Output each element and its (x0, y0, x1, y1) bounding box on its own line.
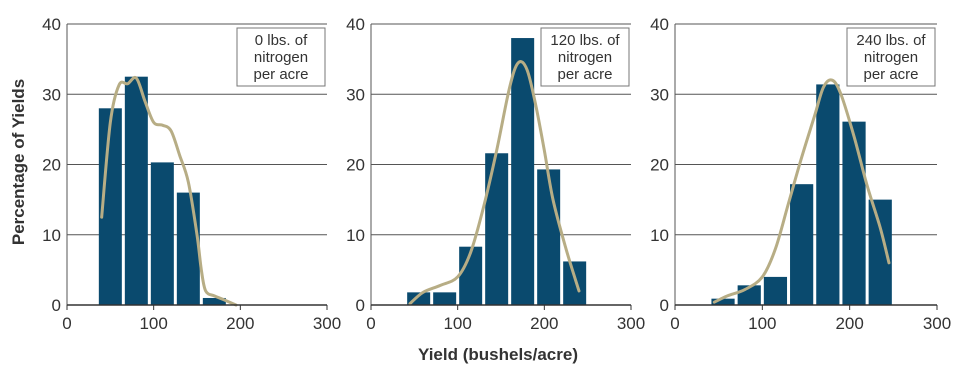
y-tick-label: 20 (650, 156, 669, 175)
x-tick-label: 100 (443, 314, 471, 333)
bar (511, 38, 535, 306)
legend-box (236, 27, 326, 87)
bar (150, 162, 174, 305)
y-tick-label: 30 (650, 85, 669, 104)
x-tick-label: 200 (226, 314, 254, 333)
x-tick-label: 200 (835, 314, 863, 333)
y-tick-label: 40 (346, 15, 365, 34)
bar (842, 121, 866, 306)
x-tick-label: 300 (923, 314, 951, 333)
bar (868, 199, 892, 305)
bar (763, 276, 788, 305)
legend-label: nitrogen (254, 49, 308, 66)
y-tick-label: 40 (42, 15, 61, 34)
x-tick-label: 0 (366, 314, 375, 333)
bar (98, 108, 122, 305)
y-axis-label: Percentage of Yields (9, 79, 28, 245)
chart-panel-1: 0 10 20 30 40 0 100 200 300 0 lbs. ofnitrogenper … (42, 15, 341, 333)
x-tick-label: 0 (62, 314, 71, 333)
distribution-curve (712, 78, 891, 304)
x-tick-label: 100 (139, 314, 167, 333)
legend-box (846, 27, 936, 87)
legend-label: nitrogen (558, 49, 612, 66)
x-tick-label: 200 (530, 314, 558, 333)
bar (790, 184, 814, 305)
legend-label: per acre (557, 66, 612, 83)
y-tick-label: 20 (346, 156, 365, 175)
bar (202, 297, 226, 305)
bar (176, 192, 200, 305)
x-tick-label: 300 (617, 314, 645, 333)
legend-label: nitrogen (864, 49, 918, 66)
distribution-curve (408, 60, 581, 306)
bar (485, 153, 509, 305)
x-tick-label: 300 (313, 314, 341, 333)
legend-label: per acre (253, 66, 308, 83)
chart-panel-3: 0 10 20 30 40 0 100 200 300 240 lbs. ofnitrogenpe… (650, 15, 951, 333)
x-axis-label: Yield (bushels/acre) (418, 345, 578, 364)
y-tick-label: 30 (42, 85, 61, 104)
chart-panel-2: 0 10 20 30 40 0 100 200 300 120 lbs. ofnitrogenpe… (346, 15, 645, 333)
legend-label: per acre (863, 66, 918, 83)
y-tick-label: 20 (42, 156, 61, 175)
bar (563, 261, 587, 305)
y-tick-label: 40 (650, 15, 669, 34)
bar (711, 298, 735, 305)
y-tick-label: 10 (42, 226, 61, 245)
legend-label: 120 lbs. of (550, 32, 620, 49)
y-tick-label: 30 (346, 85, 365, 104)
bar (537, 169, 561, 305)
distribution-curve (100, 75, 238, 307)
y-tick-label: 0 (52, 296, 61, 315)
y-tick-label: 10 (650, 226, 669, 245)
bar (124, 76, 148, 305)
y-tick-label: 0 (660, 296, 669, 315)
y-tick-label: 0 (356, 296, 365, 315)
y-tick-label: 10 (346, 226, 365, 245)
legend-label: 0 lbs. of (255, 32, 308, 49)
legend-box (540, 27, 630, 87)
bar (816, 84, 840, 305)
legend-label: 240 lbs. of (856, 32, 926, 49)
bar (433, 292, 457, 305)
bar (459, 246, 483, 305)
x-tick-label: 100 (748, 314, 776, 333)
x-tick-label: 0 (670, 314, 679, 333)
